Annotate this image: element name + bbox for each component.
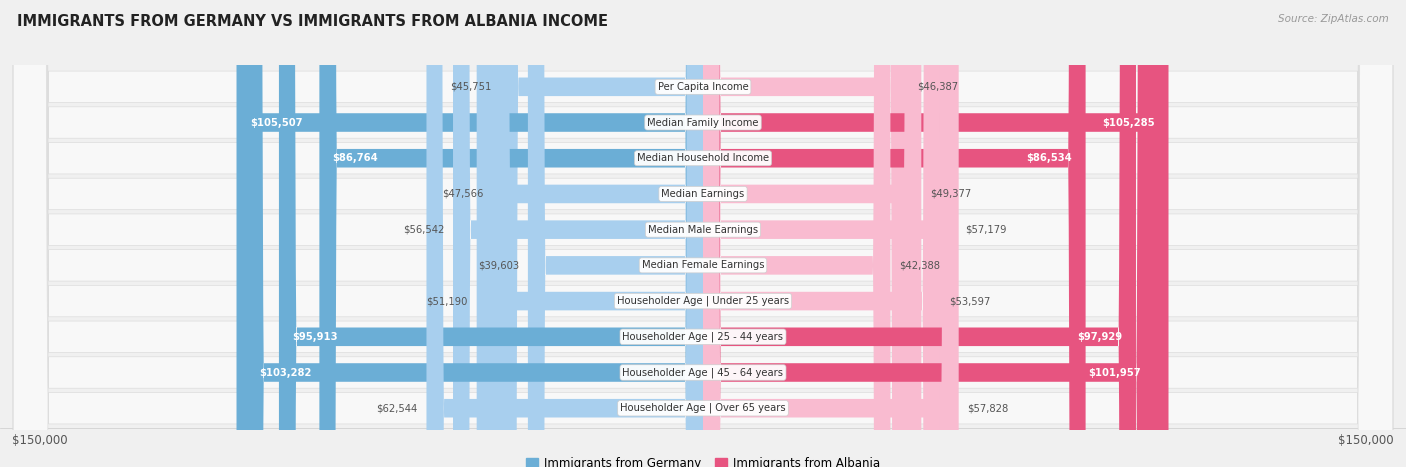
Text: $42,388: $42,388	[900, 261, 941, 270]
Legend: Immigrants from Germany, Immigrants from Albania: Immigrants from Germany, Immigrants from…	[522, 452, 884, 467]
FancyBboxPatch shape	[703, 0, 959, 467]
Text: $49,377: $49,377	[931, 189, 972, 199]
FancyBboxPatch shape	[703, 0, 908, 467]
Text: Median Household Income: Median Household Income	[637, 153, 769, 163]
Text: Householder Age | 25 - 44 years: Householder Age | 25 - 44 years	[623, 332, 783, 342]
FancyBboxPatch shape	[13, 0, 1393, 467]
Text: Median Family Income: Median Family Income	[647, 118, 759, 127]
Text: $105,507: $105,507	[250, 118, 302, 127]
Text: $101,957: $101,957	[1088, 368, 1140, 377]
FancyBboxPatch shape	[527, 0, 703, 467]
Text: Median Female Earnings: Median Female Earnings	[641, 261, 765, 270]
FancyBboxPatch shape	[703, 0, 941, 467]
Text: $105,285: $105,285	[1102, 118, 1156, 127]
Text: $53,597: $53,597	[949, 296, 990, 306]
FancyBboxPatch shape	[13, 0, 1393, 467]
FancyBboxPatch shape	[477, 0, 703, 467]
FancyBboxPatch shape	[246, 0, 703, 467]
Text: $47,566: $47,566	[443, 189, 484, 199]
FancyBboxPatch shape	[13, 0, 1393, 467]
FancyBboxPatch shape	[703, 0, 1136, 467]
Text: $51,190: $51,190	[426, 296, 468, 306]
FancyBboxPatch shape	[319, 0, 703, 467]
FancyBboxPatch shape	[703, 0, 1085, 467]
FancyBboxPatch shape	[13, 0, 1393, 467]
Text: $103,282: $103,282	[260, 368, 312, 377]
Text: $57,179: $57,179	[965, 225, 1007, 234]
FancyBboxPatch shape	[278, 0, 703, 467]
FancyBboxPatch shape	[703, 0, 1168, 467]
Text: Source: ZipAtlas.com: Source: ZipAtlas.com	[1278, 14, 1389, 24]
FancyBboxPatch shape	[13, 0, 1393, 467]
Text: $39,603: $39,603	[478, 261, 519, 270]
FancyBboxPatch shape	[501, 0, 703, 467]
FancyBboxPatch shape	[453, 0, 703, 467]
Text: Householder Age | 45 - 64 years: Householder Age | 45 - 64 years	[623, 367, 783, 378]
Text: $46,387: $46,387	[917, 82, 957, 92]
Text: Householder Age | Under 25 years: Householder Age | Under 25 years	[617, 296, 789, 306]
FancyBboxPatch shape	[13, 0, 1393, 467]
FancyBboxPatch shape	[703, 0, 956, 467]
FancyBboxPatch shape	[703, 0, 1154, 467]
Text: $56,542: $56,542	[402, 225, 444, 234]
FancyBboxPatch shape	[703, 0, 921, 467]
Text: $45,751: $45,751	[450, 82, 492, 92]
Text: $95,913: $95,913	[292, 332, 337, 342]
Text: Median Male Earnings: Median Male Earnings	[648, 225, 758, 234]
FancyBboxPatch shape	[13, 0, 1393, 467]
Text: Householder Age | Over 65 years: Householder Age | Over 65 years	[620, 403, 786, 413]
Text: Median Earnings: Median Earnings	[661, 189, 745, 199]
FancyBboxPatch shape	[236, 0, 703, 467]
FancyBboxPatch shape	[426, 0, 703, 467]
FancyBboxPatch shape	[492, 0, 703, 467]
FancyBboxPatch shape	[13, 0, 1393, 467]
FancyBboxPatch shape	[13, 0, 1393, 467]
FancyBboxPatch shape	[703, 0, 890, 467]
Text: $57,828: $57,828	[967, 403, 1008, 413]
Text: $86,534: $86,534	[1026, 153, 1073, 163]
Text: Per Capita Income: Per Capita Income	[658, 82, 748, 92]
Text: IMMIGRANTS FROM GERMANY VS IMMIGRANTS FROM ALBANIA INCOME: IMMIGRANTS FROM GERMANY VS IMMIGRANTS FR…	[17, 14, 607, 29]
Text: $62,544: $62,544	[377, 403, 418, 413]
FancyBboxPatch shape	[13, 0, 1393, 467]
Text: $97,929: $97,929	[1077, 332, 1123, 342]
Text: $86,764: $86,764	[333, 153, 378, 163]
